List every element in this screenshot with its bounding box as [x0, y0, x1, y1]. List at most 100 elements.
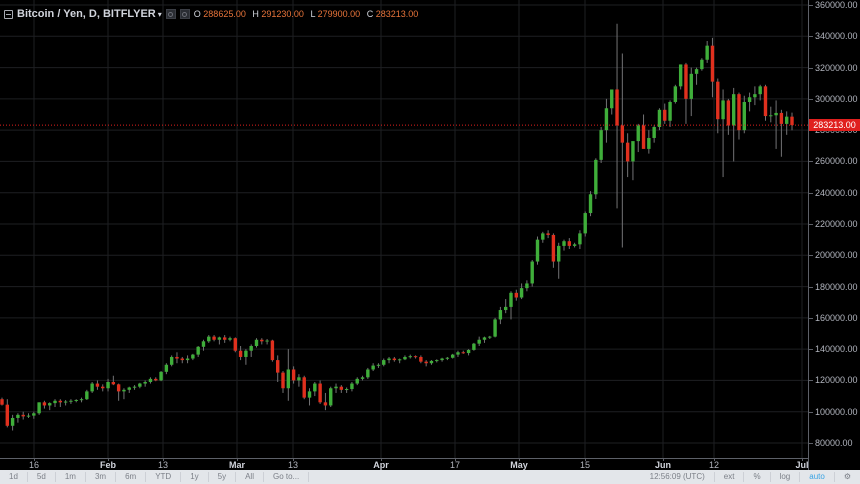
candle[interactable] [779, 109, 784, 157]
candle[interactable] [572, 242, 577, 248]
candle[interactable] [673, 84, 678, 104]
candle[interactable] [731, 87, 736, 162]
candle[interactable] [387, 356, 391, 364]
candle[interactable] [127, 386, 131, 393]
candle[interactable] [270, 339, 275, 362]
candle[interactable] [472, 342, 476, 351]
candle[interactable] [657, 108, 662, 131]
range-all[interactable]: All [236, 472, 264, 482]
candle[interactable] [313, 381, 317, 397]
candle[interactable] [111, 375, 116, 386]
candle[interactable] [42, 400, 47, 409]
candle[interactable] [641, 114, 646, 149]
candle[interactable] [207, 335, 211, 343]
candle[interactable] [769, 106, 773, 123]
candle[interactable] [726, 98, 731, 135]
candle[interactable] [344, 387, 349, 393]
candle[interactable] [424, 360, 428, 367]
candle[interactable] [339, 385, 344, 393]
candle[interactable] [710, 37, 715, 98]
candle[interactable] [700, 58, 704, 71]
candle[interactable] [514, 289, 518, 301]
candle[interactable] [63, 399, 68, 406]
candle[interactable] [16, 413, 20, 423]
candle[interactable] [244, 349, 248, 365]
candle[interactable] [652, 125, 656, 143]
candle[interactable] [21, 411, 25, 420]
candle[interactable] [509, 291, 513, 320]
candle[interactable] [217, 336, 222, 345]
candle[interactable] [519, 283, 524, 300]
candle[interactable] [604, 98, 609, 143]
candle[interactable] [360, 375, 365, 381]
candle[interactable] [366, 367, 370, 379]
candle[interactable] [546, 230, 550, 239]
candle[interactable] [371, 363, 375, 372]
candle[interactable] [503, 299, 508, 314]
symbol-title[interactable]: Bitcoin / Yen, D, BITFLYER [17, 8, 156, 20]
candle[interactable] [477, 336, 481, 347]
candle[interactable] [222, 335, 227, 343]
candle[interactable] [530, 259, 534, 287]
candle[interactable] [636, 123, 640, 153]
settings-icon[interactable]: ⚙ [833, 472, 860, 482]
candle[interactable] [329, 386, 333, 408]
candle[interactable] [557, 242, 561, 279]
candle[interactable] [721, 89, 725, 178]
candle[interactable] [355, 377, 359, 386]
candle[interactable] [302, 375, 306, 400]
range-5y[interactable]: 5y [209, 472, 237, 482]
utc-clock[interactable]: 12:56:09 (UTC) [649, 472, 705, 481]
candle[interactable] [525, 280, 529, 292]
candle[interactable] [631, 141, 635, 181]
candle[interactable] [74, 399, 78, 403]
candle[interactable] [445, 356, 450, 361]
candle[interactable] [482, 336, 487, 343]
candle[interactable] [122, 388, 126, 400]
candle[interactable] [69, 399, 73, 404]
candle[interactable] [488, 335, 492, 339]
candle[interactable] [588, 191, 593, 217]
candle[interactable] [116, 383, 121, 401]
candle[interactable] [143, 380, 147, 387]
candle[interactable] [594, 158, 598, 199]
candle[interactable] [397, 358, 402, 364]
candle[interactable] [286, 349, 291, 401]
candle[interactable] [567, 238, 572, 250]
hide-series-button[interactable] [165, 9, 176, 19]
candle[interactable] [382, 358, 386, 367]
range-1m[interactable]: 1m [56, 472, 86, 482]
candle[interactable] [196, 346, 200, 357]
candle[interactable] [737, 92, 741, 140]
range-3m[interactable]: 3m [86, 472, 117, 482]
candle[interactable] [578, 230, 582, 250]
candle[interactable] [440, 357, 444, 362]
candle[interactable] [58, 399, 63, 408]
candle[interactable] [95, 380, 100, 390]
range-1y[interactable]: 1y [181, 472, 209, 482]
candle[interactable] [212, 335, 216, 342]
candle[interactable] [265, 338, 269, 345]
candle[interactable] [413, 355, 418, 359]
candle[interactable] [408, 354, 412, 359]
candle[interactable] [435, 359, 439, 363]
candle[interactable] [403, 355, 407, 361]
candle[interactable] [774, 100, 778, 149]
candle[interactable] [663, 103, 667, 124]
candle[interactable] [132, 385, 137, 390]
candle[interactable] [201, 339, 206, 351]
candle[interactable] [535, 236, 540, 265]
candle[interactable] [450, 353, 455, 359]
time-axis[interactable]: 16 Feb 13 Mar 13 Apr 17 May 15 Jun 12 Jul [0, 458, 809, 471]
candle[interactable] [164, 363, 169, 375]
range-ytd[interactable]: YTD [146, 472, 182, 482]
candle[interactable] [742, 95, 746, 134]
candle[interactable] [694, 67, 699, 85]
candle[interactable] [419, 355, 423, 364]
candle[interactable] [180, 356, 184, 364]
price-axis[interactable]: 360000.00340000.00320000.00300000.002800… [808, 0, 860, 470]
candle[interactable] [79, 397, 84, 403]
candle[interactable] [758, 84, 762, 101]
candle[interactable] [541, 231, 545, 243]
candle[interactable] [678, 64, 683, 90]
